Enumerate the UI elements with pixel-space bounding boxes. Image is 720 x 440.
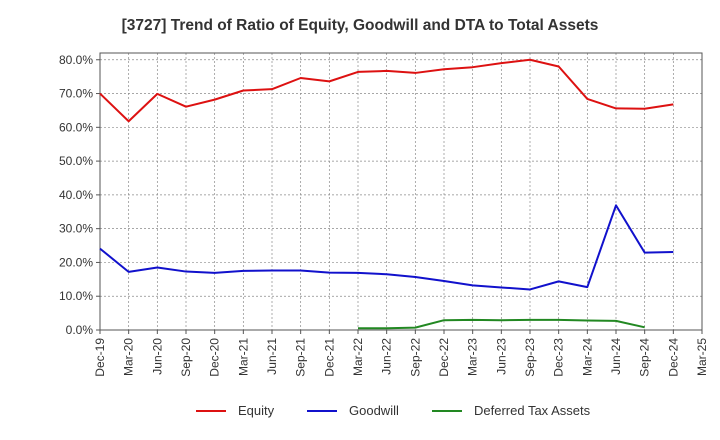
legend-label: Goodwill — [349, 403, 399, 418]
x-tick-label: Jun-23 — [494, 338, 508, 375]
series-line-goodwill — [99, 204, 674, 291]
legend-label: Deferred Tax Assets — [474, 403, 591, 418]
x-tick-label: Mar-23 — [466, 338, 480, 376]
x-tick-label: Jun-22 — [380, 338, 394, 375]
y-tick-label: 70.0% — [59, 87, 93, 101]
x-tick-label: Sep-24 — [638, 338, 652, 377]
x-tick-label: Jun-20 — [150, 338, 164, 375]
x-tick-label: Dec-20 — [208, 338, 222, 377]
grid — [100, 53, 702, 330]
y-tick-label: 20.0% — [59, 255, 93, 269]
x-tick-label: Mar-24 — [580, 338, 594, 376]
x-tick-label: Mar-25 — [695, 338, 709, 376]
x-tick-label: Dec-22 — [437, 338, 451, 377]
y-tick-label: 40.0% — [59, 188, 93, 202]
x-tick-label: Mar-21 — [236, 338, 250, 376]
x-tick-label: Sep-21 — [294, 338, 308, 377]
x-tick-label: Dec-21 — [322, 338, 336, 377]
y-axis: 0.0% 10.0% 20.0% 30.0% 40.0% 50.0% 60.0% 70.0% 8… — [59, 53, 100, 337]
legend-label: Equity — [238, 403, 275, 418]
x-tick-label: Sep-20 — [179, 338, 193, 377]
x-tick-label: Dec-24 — [666, 338, 680, 377]
y-tick-label: 0.0% — [66, 323, 94, 337]
y-tick-label: 50.0% — [59, 154, 93, 168]
series-lines — [99, 58, 674, 330]
x-tick-label: Sep-23 — [523, 338, 537, 377]
legend: Equity Goodwill Deferred Tax Assets — [196, 403, 591, 418]
y-tick-label: 30.0% — [59, 222, 93, 236]
x-tick-label: Sep-22 — [408, 338, 422, 377]
x-tick-label: Dec-23 — [552, 338, 566, 377]
x-tick-label: Jun-21 — [265, 338, 279, 375]
x-tick-label: Mar-20 — [122, 338, 136, 376]
chart-title: [3727] Trend of Ratio of Equity, Goodwil… — [122, 17, 599, 34]
plot-area-frame — [99, 52, 703, 331]
y-tick-label: 60.0% — [59, 120, 93, 134]
y-tick-label: 80.0% — [59, 53, 93, 67]
x-axis: Dec-19 Mar-20 Jun-20 Sep-20 Dec-20 Mar-21 Jun-… — [93, 330, 709, 377]
x-tick-label: Dec-19 — [93, 338, 107, 377]
series-line-deferred-tax-assets — [358, 318, 645, 330]
x-tick-label: Mar-22 — [351, 338, 365, 376]
x-tick-label: Jun-24 — [609, 338, 623, 375]
series-line-equity — [99, 58, 674, 123]
y-tick-label: 10.0% — [59, 289, 93, 303]
